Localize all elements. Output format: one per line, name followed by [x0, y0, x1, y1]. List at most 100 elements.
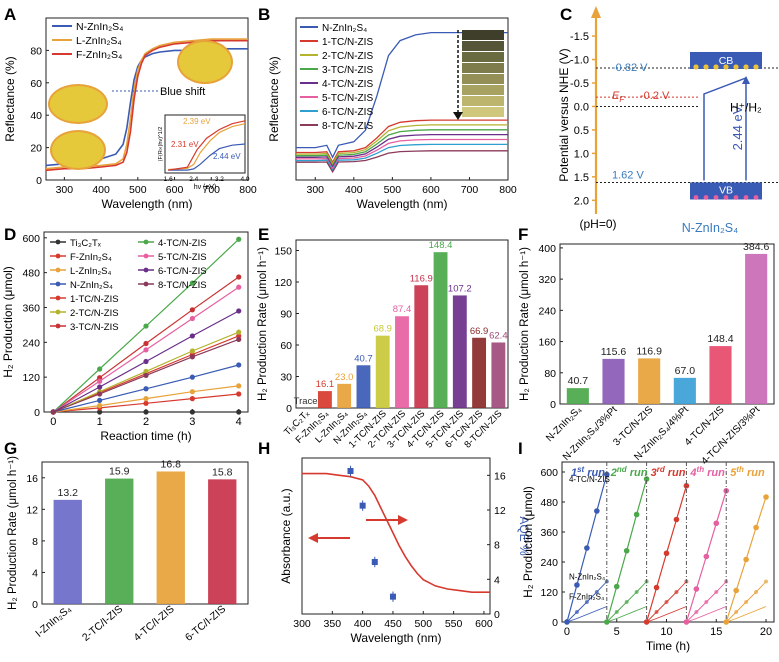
x-tick-label: 500 — [129, 184, 147, 196]
x-tick-label: 400 — [92, 184, 110, 196]
aqe-point — [359, 502, 366, 509]
plot-frame — [561, 461, 775, 623]
legend-label: 6-TC/N-ZIS — [158, 266, 207, 277]
right-arrow-head — [398, 515, 408, 525]
hole-dot — [743, 195, 749, 200]
data-point — [143, 340, 149, 347]
bar-value-label: 16.8 — [161, 458, 182, 470]
y-axis-label: Reflectance (%) — [3, 56, 17, 141]
f-zis-line — [566, 606, 607, 623]
legend-marker — [55, 239, 61, 245]
data-point — [189, 396, 195, 402]
y-tick-label: 40 — [30, 110, 42, 122]
inset-bandgap-label: 2.39 eV — [183, 117, 211, 126]
n-zis-point — [754, 590, 759, 594]
x-tick-label: 350 — [324, 618, 342, 630]
bar-category-label: 6-TC/I-ZIS — [183, 603, 228, 644]
data-point — [236, 362, 242, 368]
run-point — [743, 556, 749, 563]
bar-value-label: 68.9 — [373, 324, 392, 335]
bar — [602, 358, 625, 404]
bar-value-label: 62.4 — [489, 330, 508, 341]
bar — [395, 316, 409, 408]
bar — [414, 285, 429, 408]
plot-frame — [559, 243, 775, 405]
legend-label: Ti₃C₂Tₓ — [70, 238, 102, 249]
data-point — [143, 347, 149, 353]
y-tick-label: 2.0 — [574, 195, 589, 207]
data-point — [189, 389, 195, 395]
bar-value-label: 148.4 — [429, 240, 453, 251]
material-label: N-ZnIn₂S₄ — [682, 221, 739, 235]
absorbance-line — [302, 472, 490, 594]
data-point — [143, 409, 149, 415]
electron-dot — [703, 64, 709, 70]
y-tick-label: 600 — [22, 233, 40, 245]
y-tick-label: 0 — [286, 403, 292, 415]
n-zis-point — [614, 610, 619, 614]
panel-letter-f: F — [518, 225, 528, 244]
bar-value-label: 115.6 — [601, 346, 627, 358]
n-zis-point — [654, 610, 659, 614]
bar-value-label: 40.7 — [354, 353, 373, 364]
bar-value-label: 15.9 — [109, 466, 130, 478]
x-tick-label: 500 — [415, 618, 433, 630]
data-point — [189, 333, 195, 339]
photo-orange-powder — [179, 42, 231, 82]
series-line — [296, 133, 508, 169]
x-axis-label: Time (h) — [646, 639, 690, 653]
n-zis-point — [584, 600, 589, 604]
y-tick-label: 0 — [550, 399, 556, 411]
y-tick-label: 8 — [494, 540, 500, 552]
aqe-point — [371, 559, 378, 565]
y-tick-label: 0 — [32, 599, 38, 611]
bar-value-label: 15.8 — [212, 466, 233, 478]
data-point — [189, 280, 195, 286]
y-axis-label: H₂ Production (μmol) — [521, 486, 535, 598]
data-point — [97, 409, 103, 415]
legend-label: 4-TC/N-ZIS — [158, 238, 207, 249]
hole-dot — [693, 195, 699, 200]
bar — [375, 335, 390, 408]
legend-label: L-ZnIn₂S₄ — [76, 35, 122, 47]
n-zis-point — [704, 600, 709, 604]
bar-value-label: 13.2 — [58, 487, 79, 499]
data-point — [236, 391, 242, 397]
inset-series-line — [168, 120, 246, 171]
legend-label: 1-TC/N-ZIS — [322, 37, 373, 48]
n-zis-point — [694, 610, 699, 614]
y-tick-label: 600 — [540, 467, 558, 479]
x-tick-label: 550 — [445, 618, 463, 630]
legend-label: 2-TC/N-ZIS — [70, 308, 119, 319]
sample-swatch — [462, 96, 504, 106]
data-point — [97, 366, 103, 372]
vb-box — [690, 182, 762, 200]
y-tick-label: 60 — [30, 78, 42, 90]
bar-value-label: Trace — [294, 396, 318, 407]
legend-label: 3-TC/N-ZIS — [70, 322, 119, 333]
series-label-4tc: 4-TC/N-ZIS — [569, 475, 610, 484]
y-tick-label: 120 — [274, 277, 292, 289]
y-axis-label: Potential versus NHE (V) — [557, 48, 571, 181]
run-point — [713, 520, 720, 527]
n-zis-point — [674, 590, 679, 594]
run-point — [584, 545, 590, 551]
x-tick-label: 300 — [307, 184, 325, 196]
legend-marker — [143, 253, 149, 259]
bar — [566, 388, 589, 404]
y-tick-label: 160 — [538, 337, 556, 349]
panel-letter-h: H — [258, 439, 270, 458]
data-point — [143, 386, 149, 392]
bar-value-label: 66.9 — [470, 326, 489, 337]
inset-x-tick-label: 2.4 — [189, 176, 198, 183]
y-tick-label: 1.0 — [574, 148, 589, 160]
electron-dot — [723, 64, 729, 70]
bar — [472, 337, 487, 408]
legend-label: 8-TC/N-ZIS — [322, 121, 373, 132]
hole-dot — [723, 195, 729, 200]
hole-dot — [703, 195, 709, 200]
run-point — [753, 524, 759, 531]
series-label-fzis: F-ZnIn₂S₄ — [569, 593, 604, 602]
f-zis-line — [646, 606, 687, 623]
n-zis-point — [764, 579, 769, 584]
